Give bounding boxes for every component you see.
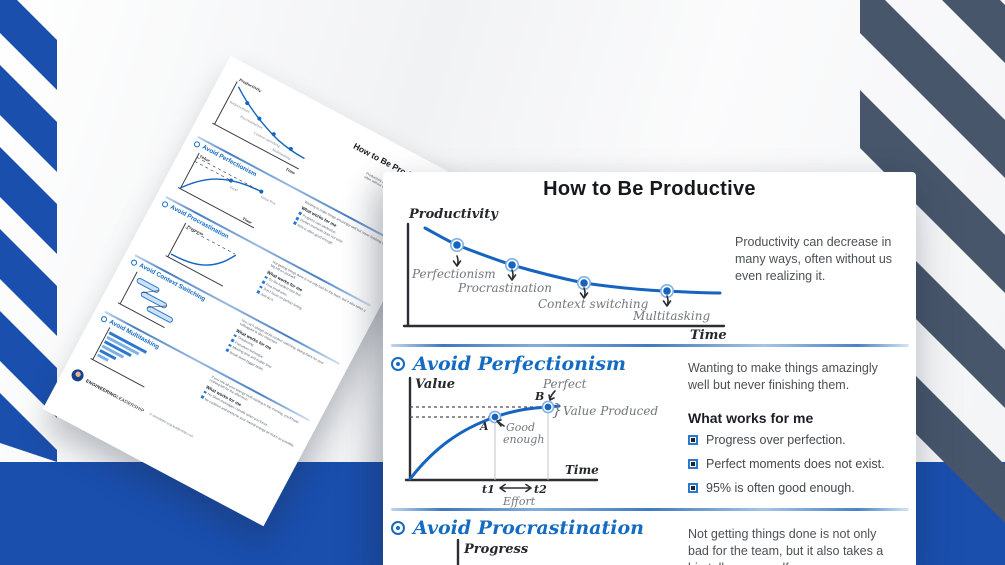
tip-row: Perfect moments does not exist. <box>688 457 903 471</box>
mini-intro-chart: Productivity Perfectionism Procrastinati… <box>212 77 305 176</box>
svg-text:t2: t2 <box>534 483 547 496</box>
svg-text:t1: t1 <box>482 483 495 496</box>
svg-text:Context switching: Context switching <box>538 297 649 311</box>
section-divider <box>391 344 909 347</box>
bullet-icon <box>261 280 266 285</box>
bullet-icon <box>298 211 302 216</box>
perfectionism-heading: Avoid Perfectionism <box>391 353 626 375</box>
data-point-markers <box>450 238 674 298</box>
svg-text:Progress: Progress <box>463 542 529 557</box>
svg-text:Good: Good <box>506 421 535 434</box>
bullet-icon <box>200 395 205 399</box>
svg-text:Effort: Effort <box>502 495 536 508</box>
section-divider <box>391 508 909 511</box>
svg-text:Time: Time <box>565 463 599 477</box>
tip-row: 95% is often good enough. <box>688 481 903 495</box>
mini-procrastination-section: Avoid Procrastination Progress Not getti… <box>136 199 369 361</box>
svg-text:B: B <box>534 390 544 403</box>
zoomed-cheatsheet-page: How to Be Productive Productivity Perfec… <box>383 172 916 565</box>
author-avatar <box>69 367 86 384</box>
works-label: What works for me <box>688 410 814 426</box>
bullet-icon <box>258 285 263 289</box>
data-point-markers <box>488 400 555 424</box>
bullet-icon <box>264 275 268 280</box>
target-icon <box>391 521 405 535</box>
svg-text:enough: enough <box>503 433 544 446</box>
bullet-icon <box>233 333 237 338</box>
bullet-icon <box>295 216 300 221</box>
bullet-icon <box>256 290 260 294</box>
svg-text:Time: Time <box>690 328 727 343</box>
tilted-cheatsheet-page: Productivity Perfectionism Procrastinati… <box>42 55 452 527</box>
tip-text: Progress over perfection. <box>706 433 846 447</box>
mini-procrastination-chart: Progress <box>165 222 237 287</box>
page-title: How to Be Productive <box>543 178 756 200</box>
svg-text:Value: Value <box>199 154 211 163</box>
svg-text:Perfect: Perfect <box>542 377 587 391</box>
svg-text:Progress: Progress <box>186 224 204 236</box>
svg-text:Perfectionism: Perfectionism <box>411 267 496 281</box>
mini-intro-section: Productivity Perfectionism Procrastinati… <box>199 67 440 243</box>
perfectionism-caption: Wanting to make things amazingly well bu… <box>688 361 878 392</box>
mini-context-switching-section: Avoid Context Switching You can't always… <box>106 258 338 418</box>
bullet-icon <box>688 435 698 445</box>
svg-text:Value Produced: Value Produced <box>260 195 281 210</box>
svg-text:Procrastination: Procrastination <box>238 114 263 130</box>
svg-text:Multitasking: Multitasking <box>271 147 292 161</box>
mini-multitasking-chart <box>90 327 148 388</box>
target-icon <box>391 357 405 371</box>
svg-text:Multitasking: Multitasking <box>632 309 710 323</box>
procrastination-caption: Not getting things done is not only bad … <box>688 527 884 565</box>
mini-multitasking-section: Avoid Multitasking If <box>77 314 308 472</box>
intro-caption: Productivity can decrease in many ways, … <box>735 235 893 283</box>
bullet-icon <box>688 459 698 469</box>
svg-text:Time: Time <box>285 167 296 176</box>
bullet-icon <box>688 483 698 493</box>
mini-perfectionism-section: Avoid Perfectionism Value Time Good Valu… <box>167 139 401 303</box>
tip-row: Progress over perfection. <box>688 433 903 447</box>
procrastination-heading: Avoid Procrastination <box>391 517 644 539</box>
bullet-icon <box>227 343 232 348</box>
svg-text:Productivity: Productivity <box>408 207 499 222</box>
bullet-icon <box>230 338 235 343</box>
progress-chart: Progress <box>456 538 529 565</box>
svg-text:Value: Value <box>415 377 455 392</box>
bullet-icon <box>203 390 207 394</box>
tip-text: 95% is often good enough. <box>706 481 855 495</box>
bullet-icon <box>225 348 229 353</box>
bullet-icon <box>292 221 297 225</box>
productivity-chart: Productivity Perfectionism Procrastinati… <box>402 207 727 343</box>
svg-text:Procrastination: Procrastination <box>457 281 552 295</box>
svg-text:A: A <box>479 420 489 433</box>
svg-text:}: } <box>552 400 562 419</box>
svg-text:Good: Good <box>229 185 238 192</box>
svg-text:Time: Time <box>242 217 253 226</box>
value-effort-chart: Value A B Good enough Perfect } Value Pr… <box>404 376 658 508</box>
down-arrow-icons <box>452 255 672 307</box>
svg-text:Value Produced: Value Produced <box>563 404 658 418</box>
tip-text: Perfect moments does not exist. <box>706 457 885 471</box>
mini-context-switching-chart <box>117 271 174 328</box>
